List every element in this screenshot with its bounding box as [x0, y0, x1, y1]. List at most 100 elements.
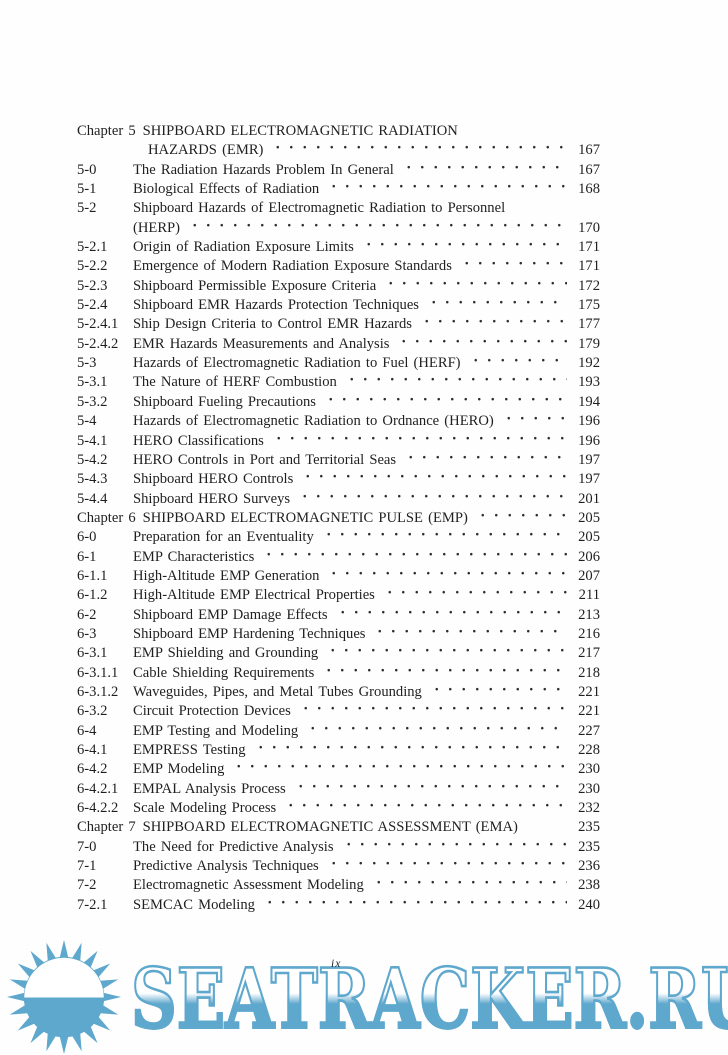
toc-leader-dots — [268, 141, 567, 161]
toc-row: 5-3.2 Shipboard Fueling Precautions 194 — [77, 392, 600, 413]
toc-page-number: 197 — [578, 471, 600, 488]
toc-row: 6-4.2 EMP Modeling 230 — [77, 760, 600, 780]
toc-entry-number: 5-4.3 — [77, 471, 108, 488]
toc-leader-dots — [401, 450, 567, 471]
toc-row: 5-2.3 Shipboard Permissible Exposure Cri… — [77, 276, 600, 297]
toc-entry-title: Shipboard Hazards of Electromagnetic Rad… — [133, 200, 506, 217]
toc-entry-title: Preparation for an Eventuality — [133, 529, 314, 546]
toc-entry-number: 5-4 — [77, 413, 97, 430]
toc-entry-title: EMP Modeling — [133, 761, 225, 778]
toc-leader-dots — [259, 547, 567, 567]
toc-row: 6-3.1.2 Waveguides, Pipes, and Metal Tub… — [77, 682, 600, 703]
toc-entry-number: 5-4.4 — [77, 490, 108, 507]
toc-leader-dots — [394, 334, 567, 355]
toc-row: 6-4.2.1 EMPAL Analysis Process 230 — [77, 779, 600, 800]
toc-row: 5-2.4 Shipboard EMR Hazards Protection T… — [77, 296, 600, 316]
toc-leader-dots — [320, 392, 567, 413]
toc-leader-dots — [381, 276, 567, 297]
toc-row: 6-3.2 Circuit Protection Devices 221 — [77, 702, 600, 722]
toc-entry-title: Ship Design Criteria to Control EMR Haza… — [133, 316, 412, 333]
toc-page-number: 201 — [578, 490, 600, 507]
toc-row: Chapter 6 SHIPBOARD ELECTROMAGNETIC PULS… — [77, 508, 600, 529]
toc-row: 5-2 Shipboard Hazards of Electromagnetic… — [77, 199, 600, 218]
toc-row: 7-2 Electromagnetic Assessment Modeling … — [77, 876, 600, 896]
toc-entry-title: Shipboard EMR Hazards Protection Techniq… — [133, 297, 419, 314]
toc-entry-title: SHIPBOARD ELECTROMAGNETIC PULSE (EMP) — [142, 509, 468, 526]
toc-entry-number: 5-2.2 — [77, 258, 108, 275]
toc-entry-number: 5-2.4 — [77, 297, 108, 314]
toc-page-number: 227 — [578, 722, 600, 739]
toc-entry-title: Emergence of Modern Radiation Exposure S… — [133, 258, 452, 275]
toc-page-number: 175 — [578, 297, 600, 314]
toc-row: 5-0 The Radiation Hazards Problem In Gen… — [77, 160, 600, 181]
toc-page-number: 171 — [578, 258, 600, 275]
toc-leader-dots — [358, 238, 567, 258]
toc-entry-title: Shipboard HERO Surveys — [133, 490, 291, 507]
toc-leader-dots — [424, 296, 567, 316]
toc-entry-number: 7-2 — [77, 877, 97, 894]
toc-page-number: 192 — [578, 355, 600, 372]
toc-entry-title: EMR Hazards Measurements and Analysis — [133, 335, 390, 352]
toc-entry-number: 6-1 — [77, 548, 97, 565]
toc-entry-title: Origin of Radiation Exposure Limits — [133, 239, 354, 256]
toc-row: 5-3.1 The Nature of HERF Combustion 193 — [77, 373, 600, 393]
toc-leader-dots — [341, 373, 567, 393]
toc-leader-dots — [370, 624, 567, 645]
toc-row: 5-4.1 HERO Classifications 196 — [77, 431, 600, 451]
toc-entry-title: HERO Controls in Port and Territorial Se… — [133, 451, 397, 468]
toc-leader-dots — [338, 837, 567, 858]
toc-row: 6-0 Preparation for an Eventuality 205 — [77, 528, 600, 548]
toc-entry-number: 7-1 — [77, 858, 97, 875]
toc-leader-dots — [456, 257, 567, 277]
toc-entry-title: The Nature of HERF Combustion — [133, 374, 337, 391]
toc-entry-title: EMP Shielding and Grounding — [133, 645, 319, 662]
page-folio: ix — [331, 958, 342, 970]
toc-entry-title: EMPRESS Testing — [133, 742, 246, 758]
toc-row: 6-1.2 High-Altitude EMP Electrical Prope… — [77, 586, 600, 606]
toc-row: 7-1 Predictive Analysis Techniques 236 — [77, 857, 600, 877]
toc-row: 6-3.1 EMP Shielding and Grounding 217 — [77, 644, 600, 664]
toc-entry-title: Hazards of Electromagnetic Radiation to … — [133, 355, 461, 372]
sun-icon — [6, 939, 122, 1055]
toc-leader-dots — [290, 779, 567, 800]
toc-row: 5-2.4.2 EMR Hazards Measurements and Ana… — [77, 334, 600, 355]
toc-entry-number: 6-4.2 — [77, 761, 108, 778]
toc-page-number: 171 — [578, 239, 600, 256]
toc-leader-dots — [324, 180, 567, 200]
toc-page-number: 216 — [578, 625, 600, 642]
toc-entry-title: EMP Characteristics — [133, 548, 255, 565]
toc-leader-dots — [463, 122, 567, 141]
toc-leader-dots — [398, 160, 567, 181]
toc-entry-title: Scale Modeling Process — [133, 800, 277, 817]
toc-entry-title: Electromagnetic Assessment Modeling — [133, 877, 364, 894]
toc-page-number: 230 — [578, 780, 600, 797]
toc-row: 6-4.1 EMPRESS Testing 228 — [77, 741, 600, 761]
toc-entry-title: Shipboard Fueling Precautions — [133, 393, 316, 410]
toc-leader-dots — [259, 895, 567, 916]
toc-entry-number: Chapter 7 — [77, 819, 136, 836]
toc-page-number: 207 — [578, 567, 600, 584]
toc-leader-dots — [185, 218, 567, 239]
toc-entry-number: 6-3 — [77, 625, 97, 642]
toc-entry-number: 5-2.4.2 — [77, 335, 119, 352]
toc-entry-number: 6-3.1.1 — [77, 664, 119, 681]
toc-page-number: 240 — [578, 896, 600, 913]
toc-entry-number: 5-3 — [77, 355, 97, 372]
toc-leader-dots — [323, 644, 567, 664]
toc-row: 5-2.2 Emergence of Modern Radiation Expo… — [77, 257, 600, 277]
toc-entry-title: High-Altitude EMP Generation — [133, 567, 320, 584]
toc-page-number: 194 — [578, 393, 600, 410]
toc-entry-title: EMP Testing and Modeling — [133, 722, 299, 739]
toc-entry-title: Shipboard Permissible Exposure Criteria — [133, 277, 377, 294]
toc-entry-number: 6-4.1 — [77, 742, 108, 758]
toc-entry-number: 5-2 — [77, 200, 97, 217]
toc-page-number: 221 — [578, 683, 600, 700]
toc-leader-dots — [250, 741, 567, 761]
toc-row: 5-4.4 Shipboard HERO Surveys 201 — [77, 489, 600, 509]
toc-leader-dots — [324, 566, 567, 587]
toc-leader-dots — [472, 508, 567, 529]
toc-page-number: 213 — [578, 606, 600, 623]
toc-row: 6-4.2.2 Scale Modeling Process 232 — [77, 799, 600, 819]
toc-row: 5-2.4.1 Ship Design Criteria to Control … — [77, 315, 600, 335]
toc-entry-number: 5-4.1 — [77, 432, 108, 449]
